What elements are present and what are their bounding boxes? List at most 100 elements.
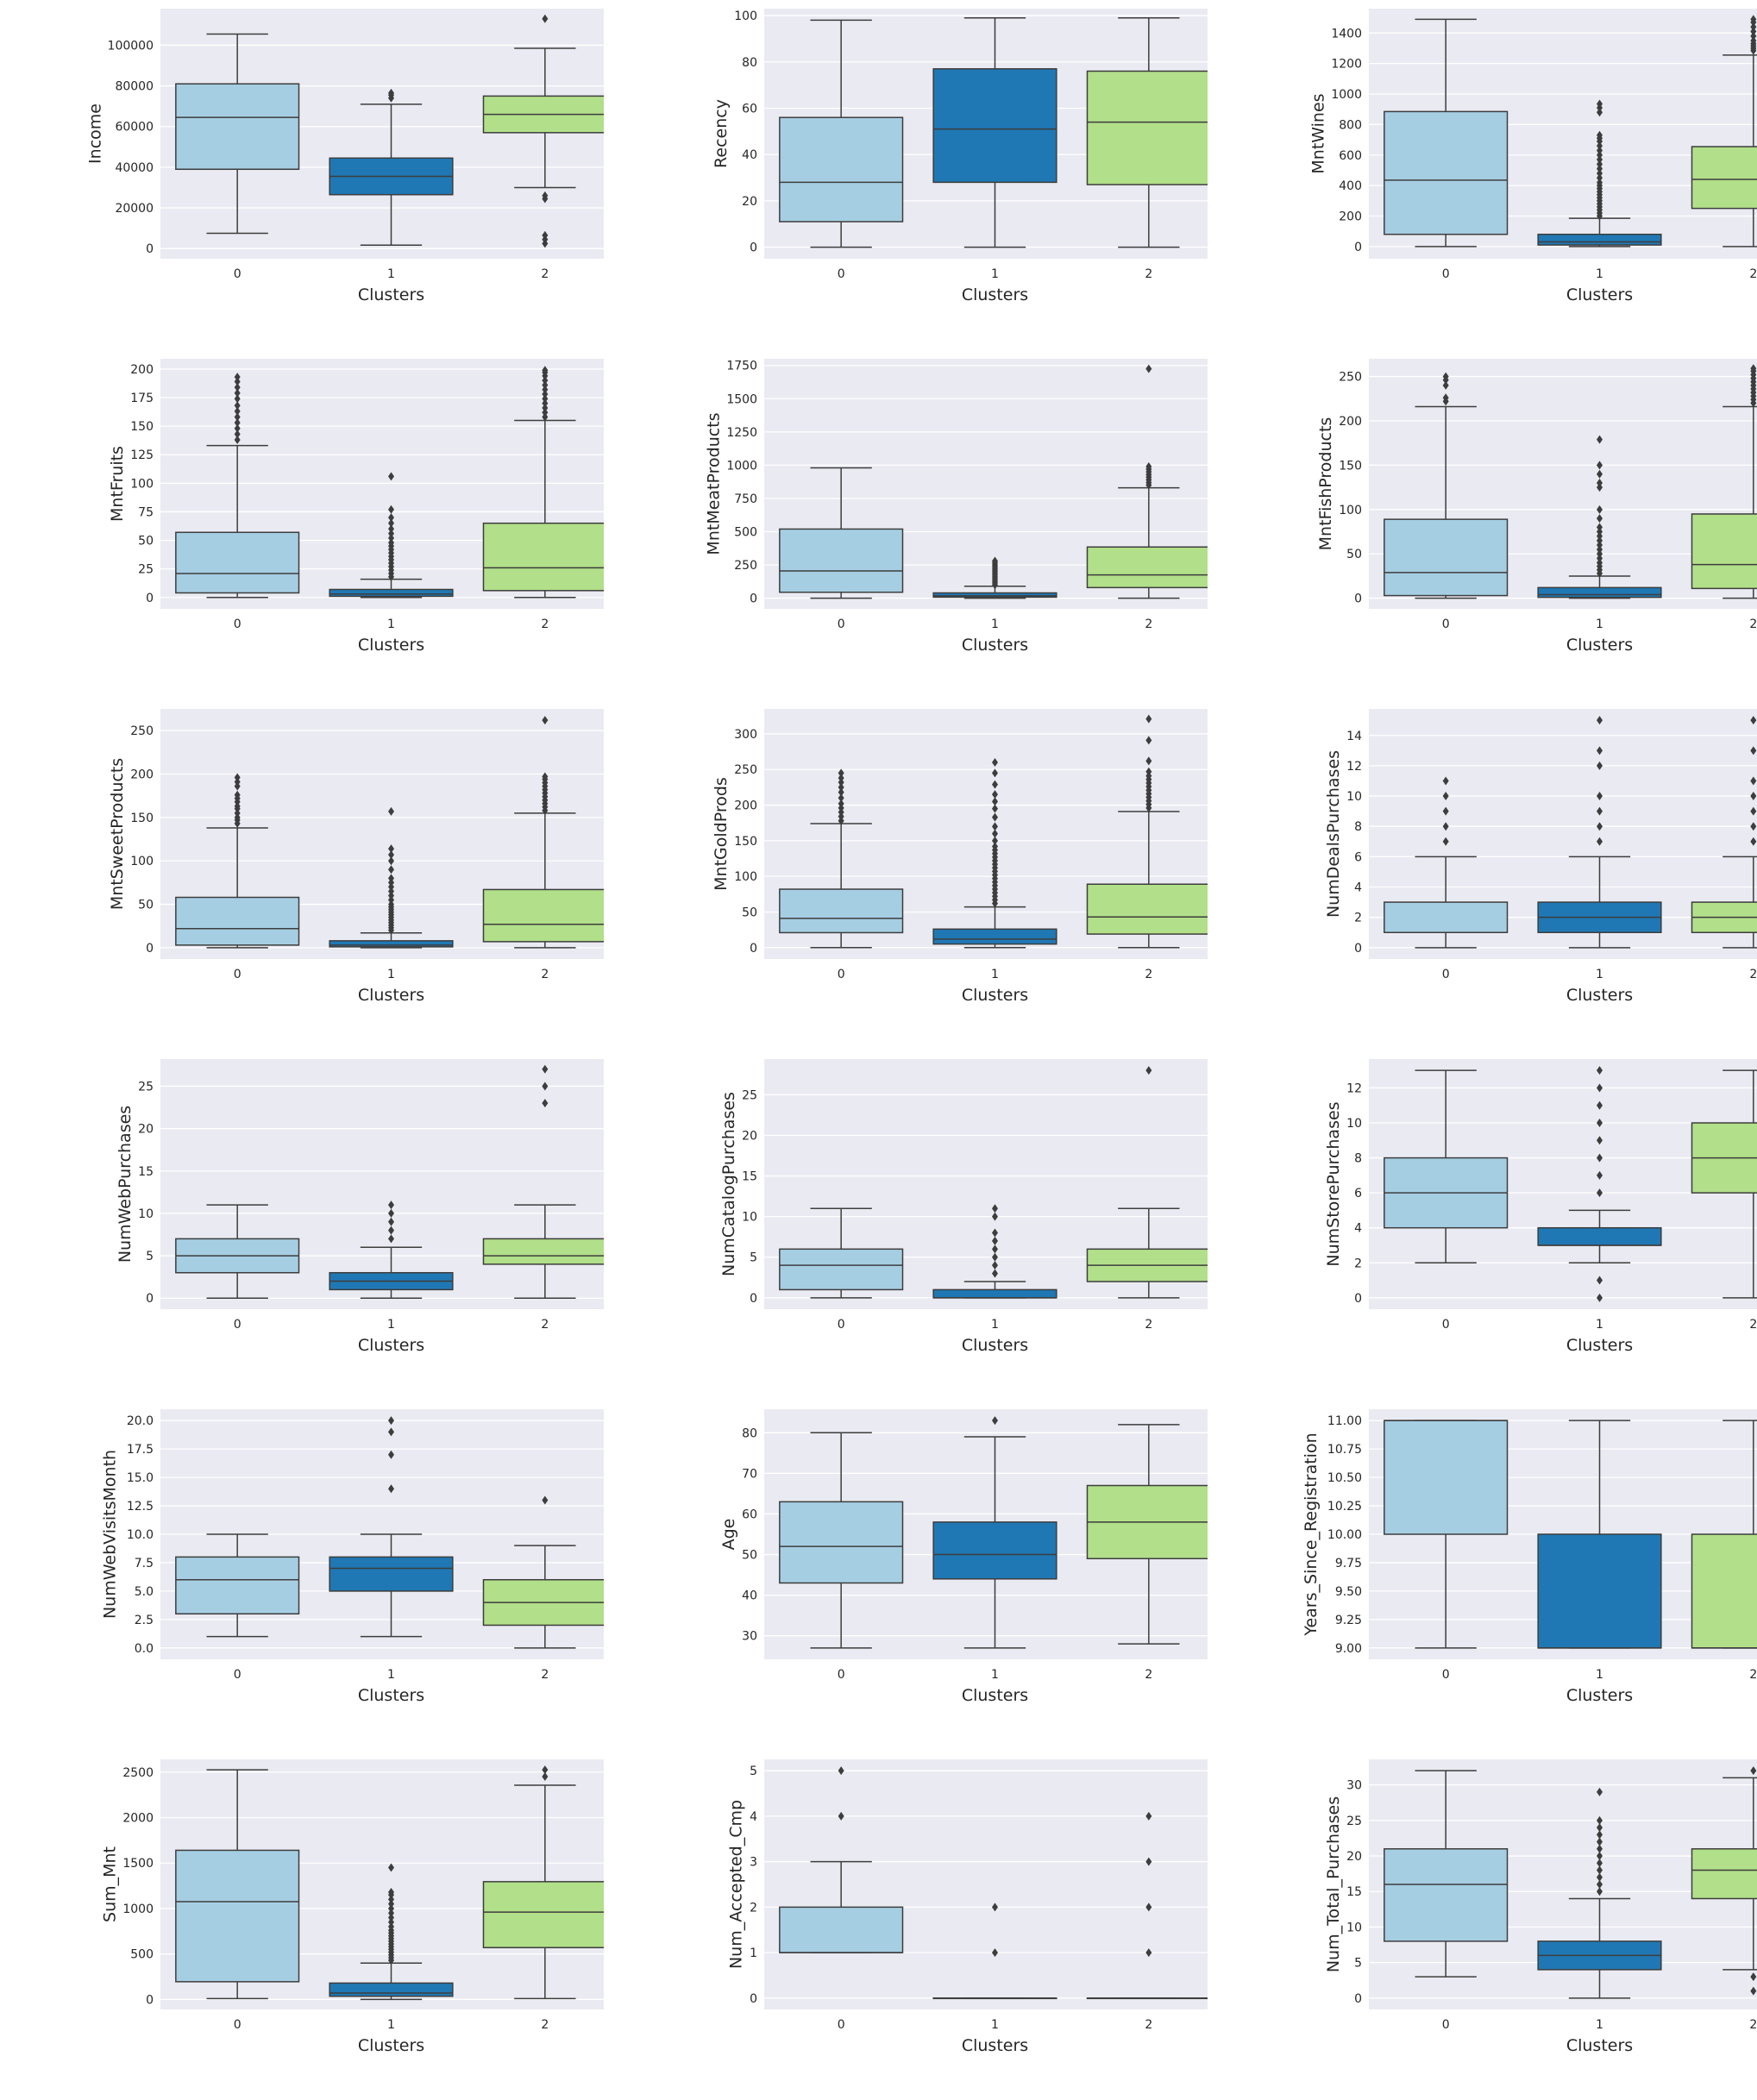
x-tick-label: 0 bbox=[234, 267, 242, 281]
iqr-box bbox=[1692, 147, 1757, 209]
x-tick-label: 2 bbox=[541, 1318, 549, 1332]
y-tick-label: 20 bbox=[742, 1130, 757, 1144]
y-tick-label: 100000 bbox=[108, 39, 154, 53]
y-axis-label: Income bbox=[85, 103, 104, 164]
x-tick-label: 0 bbox=[838, 1668, 845, 1682]
plot-background bbox=[764, 1759, 1208, 2009]
x-tick-label: 2 bbox=[1749, 617, 1757, 631]
x-axis-label: Clusters bbox=[1566, 1336, 1633, 1355]
y-tick-label: 2.5 bbox=[135, 1614, 154, 1627]
y-axis-label: NumWebPurchases bbox=[116, 1106, 135, 1263]
y-tick-label: 25 bbox=[742, 1088, 757, 1102]
y-tick-label: 1000 bbox=[1331, 88, 1362, 102]
x-axis-label: Clusters bbox=[1566, 986, 1633, 1005]
y-tick-label: 25 bbox=[1346, 1815, 1362, 1828]
y-tick-label: 300 bbox=[734, 728, 757, 742]
y-tick-label: 0 bbox=[146, 942, 154, 956]
y-tick-label: 100 bbox=[1339, 504, 1362, 517]
y-tick-label: 500 bbox=[130, 1948, 154, 1962]
y-tick-label: 15.0 bbox=[127, 1471, 154, 1485]
x-tick-label: 1 bbox=[1596, 617, 1603, 631]
x-axis-label: Clusters bbox=[962, 1336, 1028, 1355]
y-tick-label: 10.25 bbox=[1327, 1500, 1362, 1514]
iqr-box bbox=[484, 1882, 605, 1947]
y-tick-label: 200 bbox=[1339, 415, 1362, 429]
x-tick-label: 2 bbox=[1749, 1668, 1757, 1682]
y-tick-label: 2 bbox=[1354, 1257, 1362, 1270]
y-tick-label: 50 bbox=[742, 906, 757, 919]
y-tick-label: 200 bbox=[130, 363, 154, 377]
y-tick-label: 70 bbox=[742, 1467, 757, 1481]
x-tick-label: 0 bbox=[1442, 1318, 1450, 1332]
y-tick-label: 100 bbox=[734, 870, 757, 884]
x-tick-label: 0 bbox=[838, 267, 845, 281]
x-axis-label: Clusters bbox=[358, 2036, 424, 2055]
y-tick-label: 10.50 bbox=[1327, 1471, 1362, 1485]
y-tick-label: 250 bbox=[734, 559, 757, 573]
y-tick-label: 50 bbox=[742, 1549, 757, 1563]
x-tick-label: 1 bbox=[387, 617, 395, 631]
y-tick-label: 0 bbox=[1354, 1292, 1362, 1306]
x-tick-label: 1 bbox=[387, 267, 395, 281]
x-tick-label: 0 bbox=[234, 1318, 242, 1332]
y-tick-label: 1500 bbox=[726, 392, 757, 406]
x-tick-label: 2 bbox=[541, 617, 549, 631]
y-tick-label: 10 bbox=[1346, 1921, 1362, 1934]
y-axis-label: Recency bbox=[712, 99, 731, 168]
y-tick-label: 20 bbox=[1346, 1850, 1362, 1864]
iqr-box bbox=[1538, 1534, 1661, 1648]
y-axis-label: Num_Accepted_Cmp bbox=[726, 1800, 745, 1969]
y-tick-label: 30 bbox=[742, 1630, 757, 1644]
y-tick-label: 50 bbox=[1346, 548, 1362, 561]
y-tick-label: 9.50 bbox=[1335, 1585, 1362, 1599]
y-tick-label: 0 bbox=[750, 1292, 757, 1306]
x-tick-label: 1 bbox=[991, 2018, 999, 2032]
y-tick-label: 20.0 bbox=[127, 1414, 154, 1428]
iqr-box bbox=[1088, 547, 1208, 587]
y-tick-label: 500 bbox=[734, 526, 757, 540]
y-tick-label: 150 bbox=[1339, 459, 1362, 473]
y-tick-label: 0 bbox=[146, 592, 154, 605]
y-tick-label: 150 bbox=[130, 420, 154, 434]
x-tick-label: 0 bbox=[1442, 2018, 1450, 2032]
iqr-box bbox=[484, 889, 605, 941]
x-tick-label: 1 bbox=[387, 1668, 395, 1682]
y-tick-label: 0 bbox=[1354, 942, 1362, 956]
iqr-box bbox=[176, 1850, 299, 1981]
y-tick-label: 9.25 bbox=[1335, 1614, 1362, 1627]
y-tick-label: 75 bbox=[138, 505, 154, 519]
y-tick-label: 1000 bbox=[726, 459, 757, 473]
x-axis-label: Clusters bbox=[358, 285, 424, 304]
x-tick-label: 1 bbox=[991, 968, 999, 981]
y-tick-label: 20 bbox=[742, 195, 757, 209]
x-tick-label: 0 bbox=[234, 1668, 242, 1682]
x-tick-label: 0 bbox=[1442, 267, 1450, 281]
y-axis-label: Age bbox=[719, 1519, 738, 1551]
y-axis-label: Num_Total_Purchases bbox=[1324, 1796, 1343, 1972]
iqr-box bbox=[329, 941, 453, 947]
y-tick-label: 80 bbox=[742, 56, 757, 70]
x-tick-label: 2 bbox=[1145, 267, 1152, 281]
y-tick-label: 125 bbox=[130, 448, 154, 462]
y-tick-label: 0 bbox=[1354, 592, 1362, 606]
x-tick-label: 0 bbox=[234, 2018, 242, 2032]
y-tick-label: 40 bbox=[742, 148, 757, 162]
y-tick-label: 40000 bbox=[115, 161, 154, 175]
y-tick-label: 11.00 bbox=[1327, 1414, 1362, 1428]
x-axis-label: Clusters bbox=[962, 636, 1028, 655]
y-axis-label: NumWebVisitsMonth bbox=[101, 1450, 120, 1619]
y-tick-label: 10.0 bbox=[127, 1528, 154, 1542]
iqr-box bbox=[780, 529, 903, 592]
y-tick-label: 12.5 bbox=[127, 1500, 154, 1514]
x-tick-label: 2 bbox=[1145, 617, 1152, 631]
y-tick-label: 2 bbox=[1354, 912, 1362, 925]
